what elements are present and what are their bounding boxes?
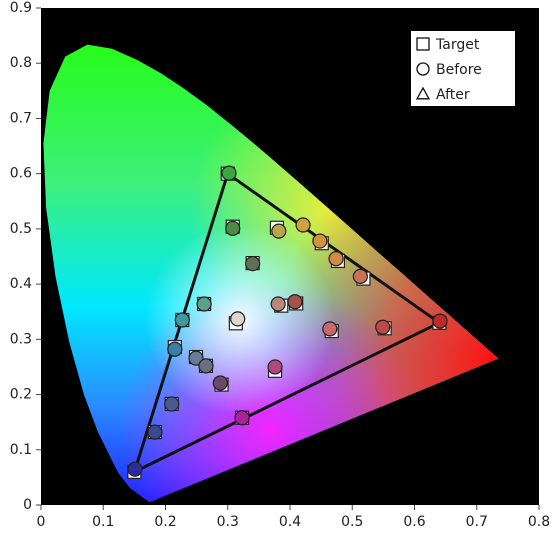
- x-tick-label: 0: [37, 514, 46, 530]
- x-tick-label: 0.4: [279, 514, 301, 530]
- y-tick-label: 0.5: [10, 221, 32, 237]
- y-tick-label: 0.9: [10, 0, 32, 16]
- circle-point: [188, 350, 204, 366]
- circle-point: [230, 311, 246, 327]
- y-tick-label: 0.7: [10, 110, 32, 126]
- y-tick-label: 0.8: [10, 55, 32, 71]
- legend-marker: [415, 86, 431, 100]
- circle-point: [322, 321, 338, 337]
- circle-point: [245, 256, 261, 272]
- circle-point: [270, 296, 286, 312]
- y-tick-label: 0: [23, 497, 32, 513]
- circle-point: [352, 268, 368, 284]
- y-tick-label: 0.6: [10, 166, 32, 182]
- circle-point: [271, 223, 287, 239]
- circle-point: [127, 461, 143, 477]
- x-tick-label: 0.2: [154, 514, 176, 530]
- x-tick-label: 0.7: [466, 514, 488, 530]
- legend-label: Before: [436, 62, 482, 78]
- x-tick-label: 0.1: [92, 514, 114, 530]
- circle-point: [287, 294, 303, 310]
- y-tick-label: 0.1: [10, 442, 32, 458]
- circle-point: [328, 251, 344, 267]
- y-tick-label: 0.2: [10, 387, 32, 403]
- circle-point: [196, 296, 212, 312]
- y-tick-label: 0.4: [10, 276, 32, 292]
- circle-point: [234, 410, 250, 426]
- circle-point: [164, 396, 180, 412]
- circle-point: [432, 313, 448, 329]
- circle-point: [198, 358, 214, 374]
- legend: Target Before After: [411, 31, 515, 106]
- circle-point: [167, 341, 183, 357]
- circle-point: [174, 312, 190, 328]
- x-tick-label: 0.3: [217, 514, 239, 530]
- circle-point: [147, 424, 163, 440]
- legend-marker: [416, 37, 430, 51]
- circle-point: [221, 165, 237, 181]
- x-tick-label: 0.8: [528, 514, 550, 530]
- circle-point: [312, 233, 328, 249]
- x-tick-label: 0.6: [403, 514, 425, 530]
- circle-point: [225, 220, 241, 236]
- circle-point: [375, 319, 391, 335]
- legend-label: Target: [435, 37, 480, 53]
- x-tick-label: 0.5: [341, 514, 363, 530]
- circle-point: [267, 359, 283, 375]
- circle-point: [295, 217, 311, 233]
- y-tick-label: 0.3: [10, 331, 32, 347]
- legend-label: After: [436, 87, 470, 103]
- circle-point: [212, 375, 228, 391]
- legend-marker: [416, 62, 430, 76]
